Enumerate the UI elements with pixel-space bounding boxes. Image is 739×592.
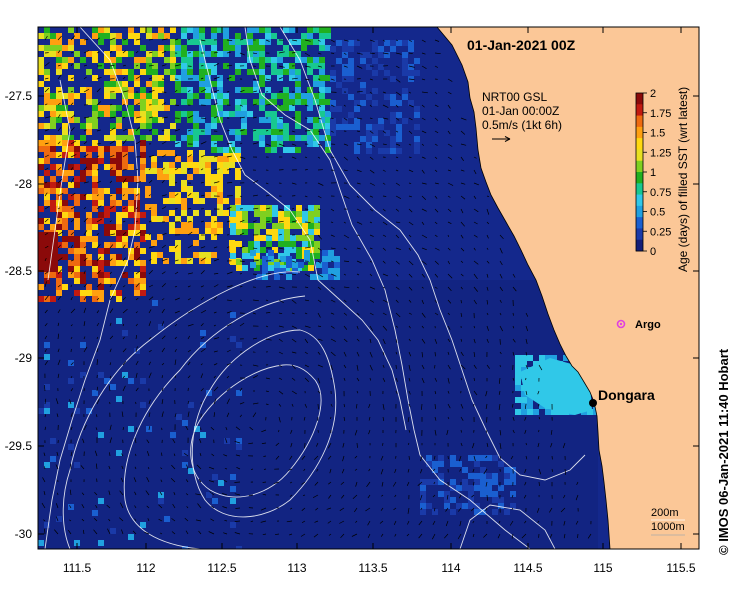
colorbar-swatch [636,239,643,252]
current-legend: NRT00 GSL 01-Jan 00:00Z 0.5m/s (1kt 6h) [482,90,562,142]
ocean-deep-region [38,280,598,549]
lon-tick-label: 113 [287,561,306,575]
current-legend-time: 01-Jan 00:00Z [482,104,559,118]
argo-marker[interactable] [616,319,626,329]
colorbar-tick-label: 0 [650,246,656,258]
lon-tick-label: 114 [441,561,460,575]
colorbar-swatch [636,149,643,162]
colorbar-tick-label: 1.25 [650,147,671,159]
credit-text: © IMOS 06-Jan-2021 11:40 Hobart [716,348,731,555]
lat-tick-label: -27.5 [5,89,33,103]
bathymetry-contours [44,27,586,549]
colorbar-swatch [636,115,643,128]
colorbar-tick-label: 1.5 [650,128,665,140]
colorbar-ticks: 2 1.75 1.5 1.25 1 0.75 0.5 0.25 0 [643,88,671,258]
lat-tick-label: -28 [15,177,33,191]
lat-tick-label: -30 [15,527,33,541]
colorbar-swatch [636,172,643,184]
colorbar-swatch [636,205,643,218]
dongara-label: Dongara [598,387,655,403]
depth-legend-200m: 200m [651,507,679,519]
lon-tick-label: 115.5 [666,561,695,575]
colorbar-tick-label: 0.75 [650,187,671,199]
lon-tick-label: 115 [593,561,612,575]
colorbar-swatch [636,228,643,241]
map-title: 01-Jan-2021 00Z [467,37,576,53]
latitude-axis: -27.5 -28 -28.5 -29 -29.5 -30 [5,89,699,541]
depth-legend: 200m 1000m [651,507,685,536]
colorbar-swatch [636,126,643,139]
colorbar-swatch [636,104,643,116]
lat-tick-label: -28.5 [5,264,33,278]
colorbar-tick-label: 1.75 [650,108,671,120]
colorbar-tick-label: 1 [650,167,656,179]
plot-frame [37,26,700,550]
lon-tick-label: 112 [136,561,155,575]
colorbar-swatch [636,194,643,207]
colorbar-label: Age (days) of filled SST (wrt latest) [676,87,690,272]
lon-tick-label: 113.5 [358,561,387,575]
depth-legend-1000m: 1000m [651,521,685,533]
sst-age-patches [38,27,599,549]
longitude-axis: 111.5 112 112.5 113 113.5 114 114.5 115 115.5 [63,27,696,575]
lon-tick-label: 114.5 [513,561,542,575]
map-plot-area: Dongara Argo 01-Jan-2021 00Z NRT00 GSL 0… [38,27,699,549]
land-mass [436,27,699,549]
colorbar-swatch [636,160,643,173]
current-legend-scale: 0.5m/s (1kt 6h) [482,118,562,132]
current-legend-source: NRT00 GSL [482,90,547,104]
argo-label: Argo [635,319,661,331]
colorbar-swatch [636,217,643,229]
current-vectors [41,35,592,540]
colorbar-swatch [636,138,643,150]
colorbar: 2 1.75 1.5 1.25 1 0.75 0.5 0.25 0 Age (days) of … [635,87,690,272]
colorbar-tick-label: 0.5 [650,207,665,219]
dongara-marker[interactable] [589,399,597,407]
colorbar-swatch [636,183,643,195]
lat-tick-label: -29 [15,351,33,365]
lat-tick-label: -29.5 [5,439,33,453]
lon-tick-label: 111.5 [63,561,92,575]
colorbar-swatch [636,93,643,105]
lon-tick-label: 112.5 [207,561,236,575]
colorbar-tick-label: 2 [650,88,656,100]
colorbar-tick-label: 0.25 [650,226,671,238]
